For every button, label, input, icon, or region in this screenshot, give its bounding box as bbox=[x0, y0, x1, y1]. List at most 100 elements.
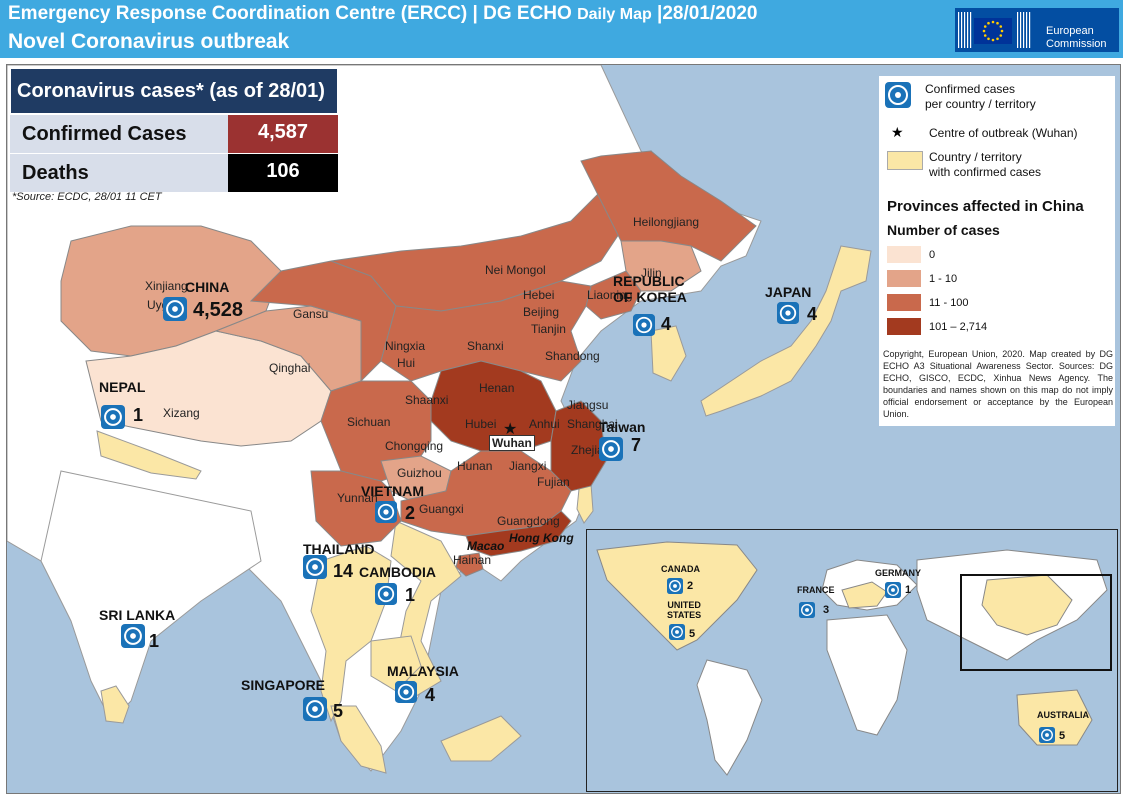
inset-country-label: FRANCE bbox=[797, 585, 835, 595]
province-label: Hubei bbox=[465, 417, 497, 431]
inset-case-count: 1 bbox=[905, 584, 912, 596]
country-case-count: 5 bbox=[333, 701, 344, 721]
country-label: CHINA bbox=[185, 279, 229, 295]
province-hubei-henan bbox=[430, 360, 557, 452]
class-label-1: 1 - 10 bbox=[929, 273, 958, 285]
province-label: Nei Mongol bbox=[485, 263, 546, 277]
country-case-count: 1 bbox=[133, 405, 144, 425]
province-label: Anhui bbox=[529, 417, 560, 431]
map-title: Emergency Response Coordination Centre (… bbox=[8, 3, 757, 25]
inset-north-america bbox=[596, 541, 758, 651]
province-label: Jiangsu bbox=[567, 398, 609, 412]
country-name: JAPAN bbox=[765, 284, 812, 300]
province-hainan bbox=[455, 552, 484, 577]
country-name: THAILAND bbox=[303, 541, 375, 557]
title-daily-map: Daily Map bbox=[577, 6, 652, 23]
biohazard-icon bbox=[303, 555, 327, 579]
eu-star bbox=[987, 21, 990, 25]
deaths-value: 106 bbox=[228, 154, 338, 192]
country-name-line2: OF KOREA bbox=[613, 289, 687, 305]
biohazard-icon bbox=[375, 501, 397, 523]
country-name: MALAYSIA bbox=[387, 663, 459, 679]
inset-france-germany bbox=[841, 581, 888, 609]
country-name: NEPAL bbox=[99, 379, 146, 395]
province-heilongjiang bbox=[580, 150, 757, 262]
biohazard-icon bbox=[669, 624, 685, 640]
inset-country-name: UNITED bbox=[667, 600, 701, 610]
country-thailand bbox=[310, 545, 392, 723]
province-label: Shanghai bbox=[567, 417, 618, 431]
country-cambodia bbox=[370, 635, 422, 692]
legend-country-swatch bbox=[887, 151, 923, 170]
province-label: Guangdong bbox=[497, 514, 560, 528]
eu-star bbox=[996, 21, 999, 25]
province-guangdong bbox=[465, 510, 572, 557]
biohazard-icon bbox=[667, 578, 683, 594]
province-label: Hong Kong bbox=[509, 531, 574, 545]
country-nepal bbox=[96, 430, 202, 480]
province-label: Guangxi bbox=[419, 502, 464, 516]
province-label: Heilongjiang bbox=[633, 215, 700, 229]
confirmed-value: 4,587 bbox=[228, 115, 338, 153]
country-name: VIETNAM bbox=[361, 483, 424, 499]
confirmed-label: Confirmed Cases bbox=[10, 115, 228, 153]
header-bar: Emergency Response Coordination Centre (… bbox=[0, 0, 1123, 58]
country-case-count: 1 bbox=[149, 631, 160, 651]
legend: Confirmed cases per country / territory … bbox=[879, 76, 1115, 426]
confirmed-row: Confirmed Cases 4,587 bbox=[10, 115, 338, 153]
inset-country-name: CANADA bbox=[661, 564, 700, 574]
province-label: Guizhou bbox=[397, 466, 442, 480]
province-label: Shandong bbox=[545, 349, 600, 363]
world-inset-svg bbox=[596, 541, 1112, 776]
country-label: MALAYSIA bbox=[387, 663, 459, 679]
country-case-count: 4 bbox=[807, 304, 818, 324]
inset-country-label: CANADA bbox=[661, 564, 700, 574]
biohazard-icon bbox=[163, 297, 187, 321]
province-label: Chongqing bbox=[385, 439, 444, 453]
class-swatch-3 bbox=[887, 318, 921, 335]
province-south bbox=[400, 450, 572, 537]
deaths-row: Deaths 106 bbox=[10, 154, 338, 192]
eu-star bbox=[983, 25, 987, 28]
cases-title: Number of cases bbox=[887, 222, 1000, 238]
legend-confirmed-line2: per country / territory bbox=[925, 97, 1036, 111]
legend-confirmed: Confirmed cases per country / territory bbox=[925, 82, 1036, 112]
biohazard-icon bbox=[375, 583, 397, 605]
eu-logo-text-line2: Commission bbox=[1046, 38, 1107, 50]
country-case-count: 2 bbox=[405, 503, 416, 523]
country-name: CAMBODIA bbox=[359, 564, 436, 580]
eu-star bbox=[1000, 29, 1004, 33]
country-case-count: 14 bbox=[333, 561, 354, 581]
eu-star bbox=[983, 34, 987, 37]
eu-star bbox=[999, 34, 1003, 37]
class-swatch-1 bbox=[887, 270, 921, 287]
country-south-korea bbox=[650, 325, 687, 382]
cases-summary: Coronavirus cases* (as of 28/01) Confirm… bbox=[10, 68, 338, 192]
biohazard-icon bbox=[599, 437, 623, 461]
country-case-count: 4 bbox=[425, 685, 436, 705]
class-label-2: 11 - 100 bbox=[929, 297, 969, 309]
country-label: NEPAL bbox=[99, 379, 145, 395]
biohazard-icon bbox=[885, 582, 901, 598]
inset-country-name-line2: STATES bbox=[667, 610, 702, 620]
country-name: Taiwan bbox=[599, 419, 646, 435]
eu-star bbox=[982, 29, 986, 33]
inset-china-region bbox=[981, 574, 1073, 636]
legend-country: Country / territory with confirmed cases bbox=[929, 150, 1041, 180]
inset-africa bbox=[826, 614, 908, 736]
biohazard-icon bbox=[303, 697, 327, 721]
biohazard-icon bbox=[777, 302, 799, 324]
province-label: Macao bbox=[467, 539, 505, 553]
biohazard-icon bbox=[395, 681, 417, 703]
inset-case-count: 3 bbox=[823, 604, 830, 616]
country-label: VIETNAM bbox=[361, 483, 424, 499]
country-label: JAPAN bbox=[765, 284, 811, 300]
country-case-count: 7 bbox=[631, 435, 642, 455]
inset-country-label: AUSTRALIA bbox=[1037, 710, 1089, 720]
province-label: Yunnan bbox=[337, 491, 378, 505]
biohazard-icon bbox=[101, 405, 125, 429]
biohazard-icon bbox=[1039, 727, 1055, 743]
inset-case-count: 5 bbox=[689, 628, 696, 640]
legend-confirmed-line1: Confirmed cases bbox=[925, 82, 1016, 96]
province-label: Ningxia bbox=[385, 339, 426, 353]
